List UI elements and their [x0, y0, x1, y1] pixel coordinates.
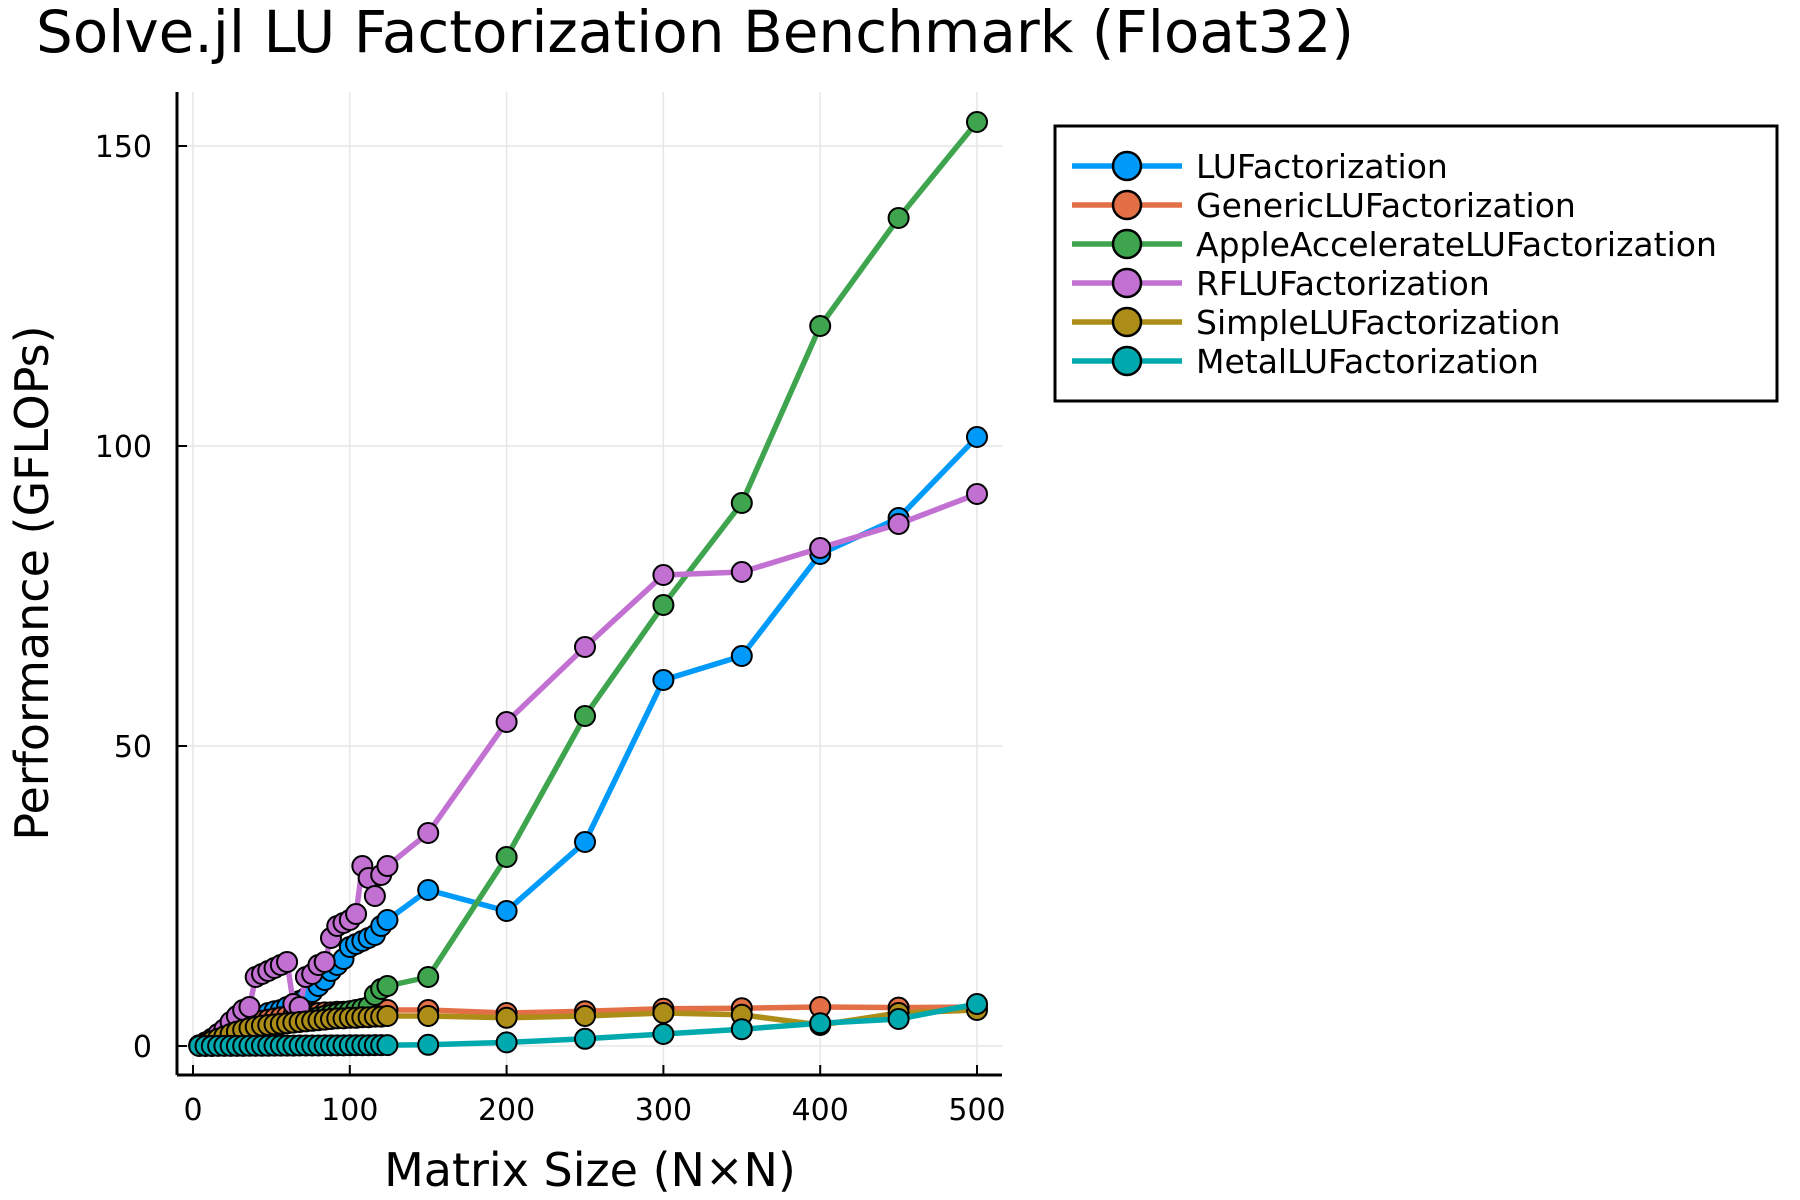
- data-point: [574, 831, 596, 853]
- legend-label: SimpleLUFactorization: [1196, 303, 1561, 342]
- series-rflufactorization: [188, 483, 988, 1057]
- data-point: [652, 564, 675, 586]
- legend-swatch-marker: [1111, 267, 1143, 299]
- legend-label: GenericLUFactorization: [1196, 186, 1576, 225]
- data-point: [574, 705, 596, 727]
- data-point: [652, 1002, 675, 1024]
- y-tick-label: 0: [133, 1030, 152, 1065]
- y-tick-label: 100: [95, 430, 152, 465]
- data-point: [376, 909, 399, 931]
- legend-swatch-marker: [1111, 150, 1143, 182]
- data-point: [495, 900, 518, 922]
- legend-swatch-marker: [1111, 306, 1143, 338]
- data-point: [495, 846, 518, 868]
- data-point: [417, 1033, 440, 1056]
- legend-swatch-marker: [1111, 228, 1143, 260]
- data-point: [417, 879, 440, 901]
- ticks: 0 100 200 300 400 500 0 50 100 150: [95, 130, 1006, 1128]
- data-point: [809, 315, 832, 337]
- legend-label: AppleAccelerateLUFactorization: [1196, 225, 1717, 264]
- legend-label: LUFactorization: [1196, 147, 1448, 186]
- data-point: [652, 669, 675, 691]
- data-point: [313, 951, 336, 973]
- data-point: [966, 993, 988, 1015]
- data-point: [730, 645, 753, 667]
- chart-title: Solve.jl LU Factorization Benchmark (Flo…: [36, 0, 1354, 66]
- series-metallufactorization: [188, 993, 988, 1057]
- legend-entry: SimpleLUFactorization: [1072, 303, 1561, 342]
- data-point: [574, 1005, 596, 1027]
- data-point: [376, 1005, 399, 1027]
- data-point: [652, 1023, 675, 1045]
- data-point: [574, 636, 596, 658]
- data-point: [730, 561, 753, 583]
- x-tick-label: 0: [183, 1093, 202, 1128]
- grid: [177, 92, 1002, 1075]
- legend-entry: RFLUFactorization: [1072, 264, 1490, 303]
- data-point: [276, 951, 299, 973]
- data-point: [376, 1034, 399, 1057]
- y-tick-label: 50: [114, 730, 152, 765]
- legend: LUFactorizationGenericLUFactorizationApp…: [1053, 124, 1779, 403]
- legend-entry: MetalLUFactorization: [1072, 342, 1539, 381]
- data-point: [238, 996, 261, 1018]
- data-point: [495, 711, 518, 733]
- series-line-appleacceleratelufactorization: [196, 119, 980, 1049]
- data-point: [887, 513, 910, 535]
- data-point: [574, 1027, 596, 1050]
- legend-label: MetalLUFactorization: [1196, 342, 1539, 381]
- series-appleacceleratelufactorization: [188, 111, 988, 1057]
- legend-entry: AppleAccelerateLUFactorization: [1072, 225, 1717, 264]
- series: [188, 111, 988, 1057]
- axes: [175, 92, 1002, 1077]
- data-point: [966, 483, 988, 505]
- x-tick-label: 500: [948, 1093, 1005, 1128]
- data-point: [966, 111, 988, 133]
- legend-swatch-marker: [1111, 345, 1143, 377]
- y-tick-label: 150: [95, 130, 152, 165]
- data-point: [652, 594, 675, 616]
- x-tick-label: 300: [635, 1093, 692, 1128]
- data-point: [345, 903, 368, 925]
- data-point: [417, 966, 440, 988]
- data-point: [376, 855, 399, 877]
- legend-swatch-marker: [1111, 189, 1143, 221]
- data-point: [966, 426, 988, 448]
- legend-entry: LUFactorization: [1072, 147, 1448, 186]
- legend-label: RFLUFactorization: [1196, 264, 1490, 303]
- y-axis-title: Performance (GFLOPs): [5, 325, 59, 840]
- series-line-lufactorization: [196, 434, 980, 1049]
- data-point: [363, 885, 386, 907]
- data-point: [376, 975, 399, 997]
- legend-box: [1053, 124, 1779, 403]
- data-point: [495, 1031, 518, 1054]
- data-point: [417, 1005, 440, 1027]
- data-point: [730, 1018, 753, 1041]
- data-point: [730, 492, 753, 514]
- x-tick-label: 400: [792, 1093, 849, 1128]
- legend-entry: GenericLUFactorization: [1072, 186, 1576, 225]
- x-axis-title: Matrix Size (N×N): [384, 1143, 796, 1197]
- data-point: [495, 1006, 518, 1029]
- data-point: [809, 537, 832, 559]
- x-tick-label: 100: [321, 1093, 378, 1128]
- data-point: [887, 1008, 910, 1030]
- x-tick-label: 200: [478, 1093, 535, 1128]
- data-point: [887, 207, 910, 229]
- data-point: [417, 822, 440, 844]
- data-point: [809, 1012, 832, 1035]
